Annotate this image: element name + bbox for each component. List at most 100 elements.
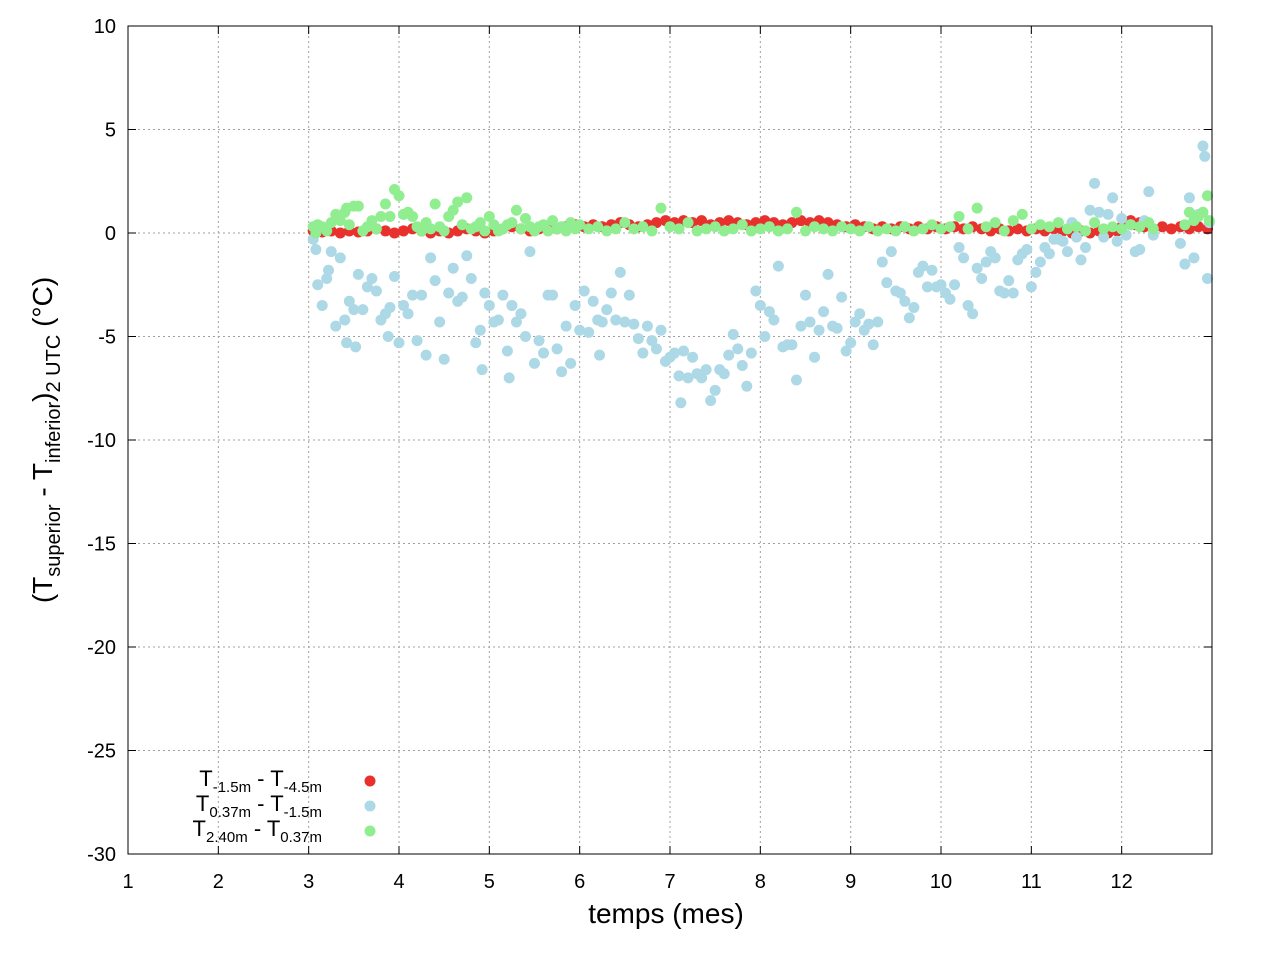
data-point bbox=[863, 318, 875, 330]
data-point bbox=[334, 227, 346, 239]
data-point bbox=[800, 289, 811, 301]
data-point bbox=[407, 289, 419, 301]
data-point bbox=[1052, 217, 1064, 229]
data-point bbox=[605, 287, 617, 299]
y-tick-label: -25 bbox=[87, 741, 116, 763]
data-point bbox=[456, 291, 468, 303]
data-point bbox=[483, 299, 495, 311]
data-point bbox=[675, 397, 687, 409]
data-point bbox=[1080, 241, 1092, 253]
data-point bbox=[321, 273, 333, 285]
data-point bbox=[637, 221, 649, 233]
data-point bbox=[736, 359, 748, 371]
data-point bbox=[750, 285, 762, 297]
data-point bbox=[556, 366, 568, 378]
data-point bbox=[551, 343, 563, 355]
data-point bbox=[926, 219, 938, 231]
data-point bbox=[393, 337, 405, 349]
data-point bbox=[971, 262, 983, 274]
legend-label-1: T-1.5m - T-4.5m bbox=[199, 766, 322, 796]
data-point bbox=[632, 333, 644, 345]
data-point bbox=[741, 380, 753, 392]
data-point bbox=[594, 349, 606, 361]
data-point bbox=[637, 347, 649, 359]
data-point bbox=[953, 210, 965, 222]
data-point bbox=[619, 316, 631, 328]
data-point bbox=[1093, 206, 1105, 218]
data-point bbox=[483, 210, 495, 222]
data-point bbox=[619, 217, 631, 229]
data-point bbox=[1156, 221, 1168, 233]
y-tick-label: -5 bbox=[98, 327, 116, 349]
data-point bbox=[310, 244, 322, 256]
y-tick-label: -15 bbox=[87, 534, 116, 556]
data-point bbox=[447, 204, 459, 216]
data-point bbox=[863, 221, 875, 233]
data-point bbox=[800, 225, 811, 237]
data-point bbox=[1089, 217, 1101, 229]
data-point bbox=[894, 287, 906, 299]
data-point bbox=[1201, 273, 1213, 285]
data-point bbox=[641, 320, 653, 332]
data-point bbox=[795, 320, 807, 332]
data-point bbox=[899, 295, 911, 307]
data-point bbox=[845, 223, 857, 235]
data-point bbox=[836, 221, 848, 233]
data-point bbox=[818, 306, 830, 318]
data-point bbox=[379, 225, 391, 237]
data-point bbox=[334, 215, 346, 227]
x-tick-label: 4 bbox=[393, 871, 404, 893]
data-point bbox=[980, 256, 992, 268]
data-point bbox=[420, 349, 432, 361]
data-point bbox=[1061, 223, 1073, 235]
data-point bbox=[705, 395, 717, 407]
data-point bbox=[352, 268, 364, 280]
data-point bbox=[908, 302, 920, 314]
data-point bbox=[646, 225, 658, 237]
data-point bbox=[763, 306, 775, 318]
data-point bbox=[1107, 192, 1119, 204]
data-point bbox=[1111, 235, 1123, 247]
data-point bbox=[809, 351, 821, 363]
data-point bbox=[316, 299, 328, 311]
data-point bbox=[601, 225, 613, 237]
data-point bbox=[1034, 219, 1046, 231]
data-point bbox=[366, 215, 378, 227]
data-point bbox=[1057, 235, 1069, 247]
data-point bbox=[519, 213, 531, 225]
data-point bbox=[673, 223, 685, 235]
data-point bbox=[1007, 287, 1019, 299]
data-point bbox=[854, 225, 866, 237]
data-point bbox=[1021, 244, 1033, 256]
data-point bbox=[696, 215, 708, 227]
data-point bbox=[1071, 231, 1082, 243]
data-point bbox=[935, 279, 947, 291]
data-point bbox=[578, 285, 590, 297]
data-point bbox=[772, 225, 784, 237]
data-point bbox=[998, 287, 1010, 299]
y-tick-label: 10 bbox=[94, 16, 116, 38]
y-axis-title: (Tsuperior - Tinferior)2 UTC (°C) bbox=[27, 277, 65, 603]
data-point bbox=[547, 215, 559, 227]
data-point bbox=[962, 299, 974, 311]
data-point bbox=[325, 246, 337, 258]
data-point bbox=[768, 314, 780, 326]
data-point bbox=[323, 264, 335, 276]
data-point bbox=[407, 210, 419, 222]
data-point bbox=[479, 287, 491, 299]
data-point bbox=[492, 314, 504, 326]
data-point bbox=[596, 316, 608, 328]
data-point bbox=[587, 295, 599, 307]
data-point bbox=[1125, 219, 1137, 231]
data-point bbox=[709, 384, 721, 396]
data-point bbox=[795, 215, 807, 227]
data-point bbox=[691, 225, 703, 237]
x-tick-label: 11 bbox=[1021, 871, 1042, 893]
data-point bbox=[1030, 266, 1042, 278]
data-point bbox=[655, 202, 667, 214]
data-point bbox=[700, 364, 712, 376]
data-point bbox=[908, 225, 920, 237]
data-point bbox=[718, 368, 730, 380]
legend-marker-3 bbox=[364, 825, 376, 837]
